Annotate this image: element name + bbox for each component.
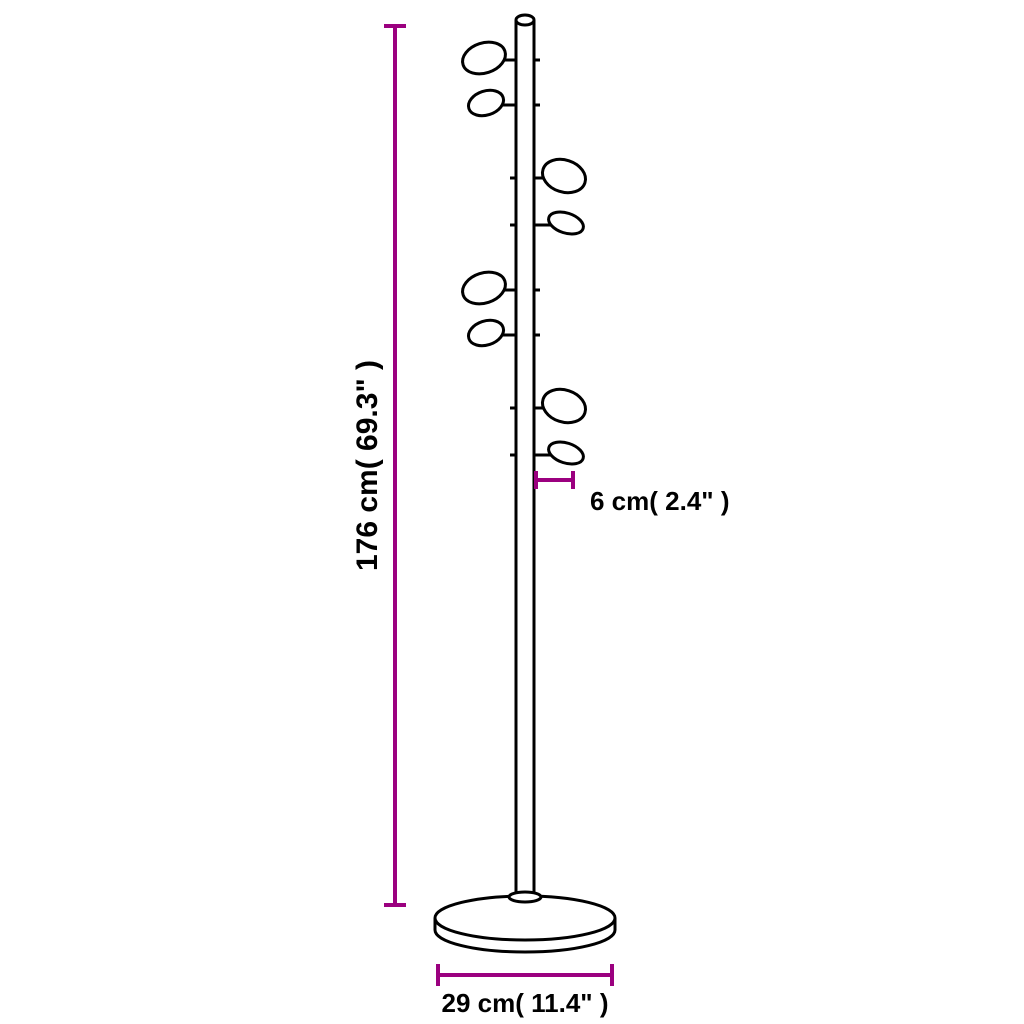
dim-height-label: 176 cm( 69.3" ) bbox=[351, 360, 384, 571]
dim-hook-label: 6 cm( 2.4" ) bbox=[590, 486, 730, 516]
diagram-canvas: 176 cm( 69.3" ) 6 cm( 2.4" ) 29 cm( 11.4" … bbox=[0, 0, 1024, 1024]
dim-base-label: 29 cm( 11.4" ) bbox=[442, 988, 609, 1018]
pole-collar bbox=[509, 892, 541, 902]
hook-5 bbox=[465, 316, 540, 350]
hook-7 bbox=[510, 438, 586, 468]
hook-2 bbox=[510, 154, 590, 198]
pole-top-cap bbox=[516, 15, 534, 25]
hook-6 bbox=[510, 384, 590, 428]
hook-4 bbox=[458, 267, 540, 309]
hook-0 bbox=[458, 37, 540, 79]
hook-3 bbox=[510, 208, 586, 238]
hook-1 bbox=[465, 86, 540, 120]
